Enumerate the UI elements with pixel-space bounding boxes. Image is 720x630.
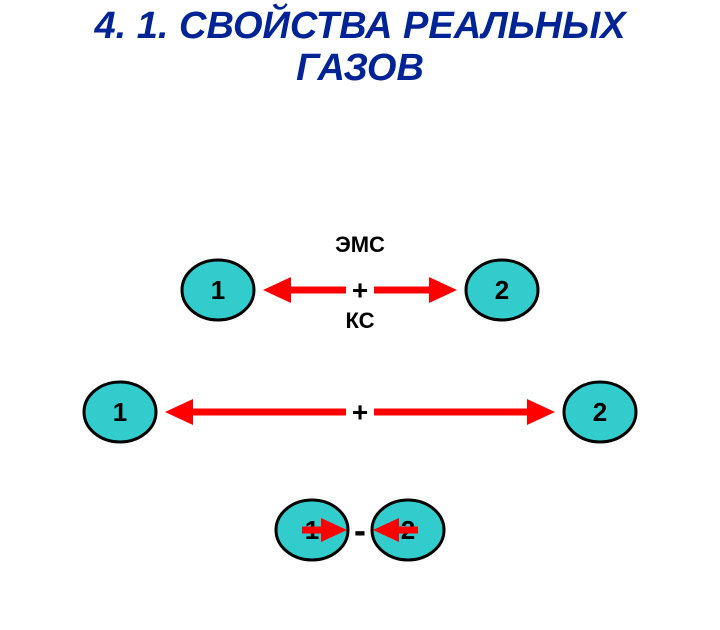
sign-label: + [352, 274, 368, 305]
sign-label: + [352, 396, 368, 427]
node-label: 1 [113, 397, 127, 427]
title-line-2: ГАЗОВ [0, 48, 720, 90]
sign-label: - [354, 509, 366, 550]
annotation-bottom: КС [345, 308, 374, 333]
node-label: 2 [495, 275, 509, 305]
diagram-canvas: 12+ЭМСКС12+12- [0, 90, 720, 630]
node-label: 2 [593, 397, 607, 427]
page-title: 4. 1. СВОЙСТВА РЕАЛЬНЫХ ГАЗОВ [0, 0, 720, 90]
title-line-1: 4. 1. СВОЙСТВА РЕАЛЬНЫХ [0, 6, 720, 48]
node-label: 1 [211, 275, 225, 305]
annotation-top: ЭМС [335, 232, 385, 257]
